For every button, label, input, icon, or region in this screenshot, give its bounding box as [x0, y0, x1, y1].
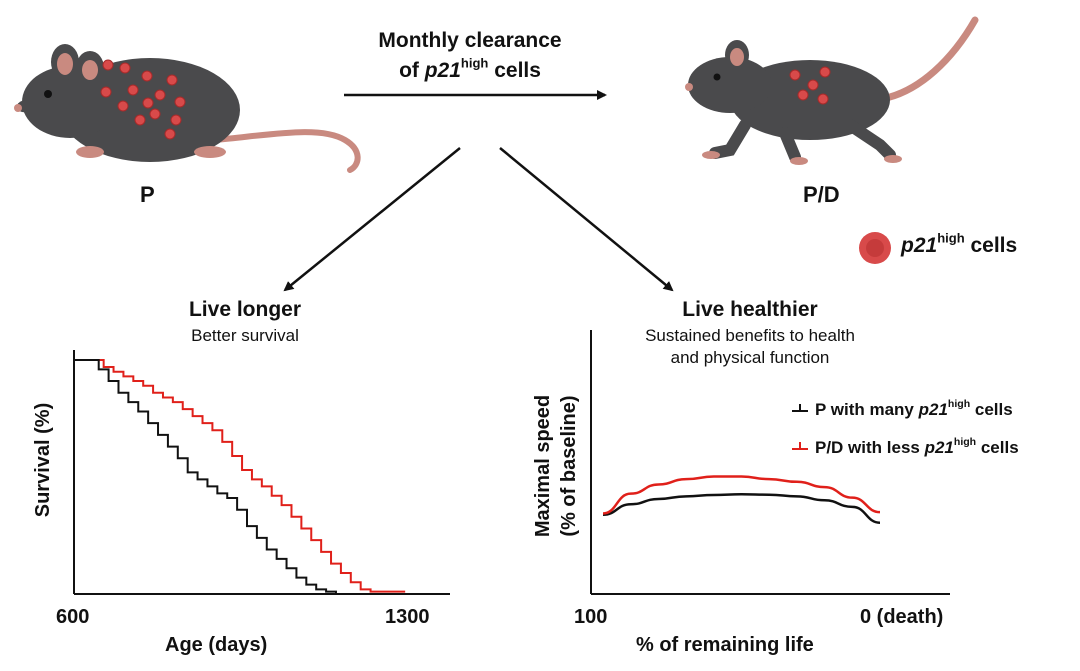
legend-pd-swatch [792, 442, 808, 450]
legend-pd-gene: p21 [924, 438, 954, 457]
speed-x-tick-100: 100 [574, 606, 608, 628]
clearance-gene-sup: high [460, 55, 489, 71]
cells-legend-gene: p21 [901, 234, 938, 257]
live-healthier-subtitle-line1: Sustained benefits to health [645, 326, 855, 345]
mouse-p-illustration [14, 44, 361, 173]
clearance-title-line2: of p21high cells [310, 56, 630, 86]
speed-y-label-line2: (% of baseline) [558, 395, 580, 537]
legend-p-label: P with many p21high cells [815, 398, 1013, 420]
speed-line-p [602, 492, 881, 524]
clearance-title-prefix: of [399, 59, 425, 82]
legend-pd-label: P/D with less p21high cells [815, 436, 1019, 458]
speed-line-pd [602, 475, 881, 515]
p21-cell-icon [859, 232, 891, 264]
arrow-to-health [499, 147, 674, 292]
live-longer-subtitle: Better survival [191, 326, 299, 345]
live-healthier-subtitle: Sustained benefits to health and physica… [600, 325, 900, 369]
survival-line-p [74, 359, 406, 595]
legend-p-swatch [792, 404, 808, 412]
arrow-to-survival [283, 147, 461, 292]
live-longer-title: Live longer [188, 298, 302, 321]
clearance-title-line1: Monthly clearance [378, 29, 562, 52]
clearance-gene: p21 [424, 59, 461, 82]
mouse-pd-illustration [685, 16, 979, 165]
survival-x-tick-1300: 1300 [385, 606, 430, 628]
survival-x-tick-600: 600 [56, 606, 90, 628]
speed-y-label-line1: Maximal speed [532, 394, 554, 538]
live-healthier-title: Live healthier [682, 298, 818, 321]
cells-legend-sup: high [937, 230, 965, 246]
mouse-pd-label: P/D [803, 182, 840, 207]
legend-p-prefix: P with many [815, 400, 919, 419]
clearance-title: Monthly clearance of p21high cells [310, 26, 630, 86]
cells-legend-suffix: cells [964, 234, 1018, 257]
survival-line-pd [74, 359, 406, 593]
speed-x-tick-death: 0 (death) [860, 606, 944, 628]
clearance-title-suffix: cells [488, 59, 541, 82]
live-healthier-subtitle-line2: and physical function [670, 348, 830, 367]
speed-y-label: Maximal speed (% of baseline) [530, 366, 582, 566]
legend-p-suffix: cells [970, 400, 1013, 419]
legend-pd-prefix: P/D with less [815, 438, 925, 457]
legend-p-gene: p21 [918, 400, 948, 419]
speed-x-label: % of remaining life [636, 634, 814, 656]
legend-pd-sup: high [953, 436, 977, 449]
legend-p-sup: high [947, 398, 971, 411]
survival-x-label: Age (days) [165, 634, 268, 656]
mouse-p-label: P [140, 182, 155, 207]
legend-pd-suffix: cells [976, 438, 1019, 457]
p21-cells-legend: p21high cells [901, 231, 1018, 258]
